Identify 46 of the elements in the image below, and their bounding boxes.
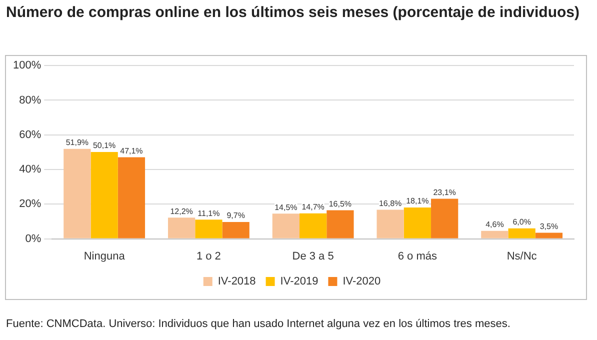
data-label: 51,9% bbox=[66, 138, 89, 148]
x-tick-label: De 3 a 5 bbox=[292, 250, 334, 262]
bar bbox=[90, 152, 118, 238]
y-tick-label: 80% bbox=[19, 94, 42, 106]
bar bbox=[508, 228, 536, 238]
source-note: Fuente: CNMCData. Universo: Individuos que han usado Internet alguna vez en los últimos tres meses. bbox=[6, 318, 510, 330]
data-label: 4,6% bbox=[486, 220, 504, 230]
bar bbox=[300, 213, 327, 238]
data-label: 11,1% bbox=[198, 208, 220, 218]
x-tick-label: 1 o 2 bbox=[196, 250, 221, 262]
data-label: 14,7% bbox=[302, 202, 324, 212]
y-tick-label: 40% bbox=[19, 164, 42, 176]
y-tick-label: 100% bbox=[12, 60, 42, 72]
bar bbox=[326, 210, 354, 238]
x-tick-label: Ninguna bbox=[84, 250, 126, 262]
data-label: 3,5% bbox=[540, 222, 558, 231]
bar bbox=[535, 232, 563, 238]
y-tick-label: 0% bbox=[25, 232, 42, 245]
x-tick-label: 6 o más bbox=[398, 250, 438, 262]
bar bbox=[195, 220, 222, 238]
data-label: 12,2% bbox=[170, 206, 193, 216]
bar bbox=[222, 222, 250, 238]
data-label: 16,8% bbox=[378, 198, 402, 208]
bar bbox=[168, 218, 196, 238]
legend-label: IV-2019 bbox=[280, 276, 318, 288]
bar bbox=[404, 207, 432, 238]
data-label: 50,1% bbox=[92, 141, 116, 150]
bar bbox=[431, 198, 458, 238]
bar bbox=[481, 230, 508, 238]
data-label: 47,1% bbox=[120, 146, 143, 156]
bar bbox=[272, 214, 300, 238]
data-label: 14,5% bbox=[274, 202, 298, 212]
bar bbox=[118, 157, 146, 238]
bar bbox=[376, 210, 404, 238]
legend-label: IV-2020 bbox=[342, 276, 381, 288]
data-label: 6,0% bbox=[512, 218, 531, 227]
data-label: 9,7% bbox=[226, 211, 245, 220]
y-tick-label: 20% bbox=[19, 198, 42, 210]
chart-title: Número de compras online en los últimos seis meses (porcentaje de individuos) bbox=[6, 4, 580, 22]
bar bbox=[64, 148, 91, 238]
data-label: 16,5% bbox=[328, 199, 352, 208]
x-tick-label: Ns/Nc bbox=[506, 250, 538, 262]
y-tick-label: 60% bbox=[19, 128, 42, 141]
legend-label: IV-2018 bbox=[218, 276, 256, 288]
data-label: 23,1% bbox=[433, 188, 456, 197]
data-label: 18,1% bbox=[406, 196, 429, 206]
